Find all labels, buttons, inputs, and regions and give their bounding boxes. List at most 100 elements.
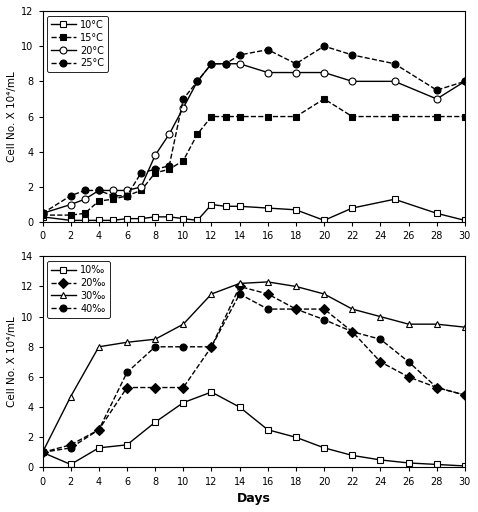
20°C [96,187,102,194]
10°C [293,207,299,213]
10°C [181,216,186,222]
40‰ [68,445,74,451]
30‰ [152,336,158,343]
25°C [82,187,87,194]
25°C [434,87,440,93]
30‰ [124,339,130,345]
20‰ [406,374,412,380]
20°C [138,184,144,190]
X-axis label: Days: Days [237,492,271,505]
30‰ [378,313,383,319]
40‰ [40,450,45,456]
20‰ [293,306,299,312]
15°C [391,114,397,120]
10°C [96,217,102,223]
10‰ [434,461,440,467]
15°C [237,114,242,120]
15°C [166,166,172,173]
15°C [462,114,468,120]
20°C [265,70,271,76]
20°C [124,187,130,194]
20‰ [152,385,158,391]
25°C [40,210,45,217]
10°C [110,217,116,223]
10‰ [293,434,299,440]
25°C [166,163,172,169]
30‰ [237,281,242,287]
10‰ [349,452,355,458]
15°C [181,158,186,164]
20‰ [321,306,327,312]
25°C [110,193,116,199]
30‰ [96,344,102,350]
10°C [208,201,214,207]
10‰ [208,389,214,395]
20°C [293,70,299,76]
20°C [391,78,397,84]
15°C [293,114,299,120]
10‰ [40,450,45,456]
15°C [349,114,355,120]
40‰ [378,336,383,343]
40‰ [406,359,412,365]
10°C [223,203,228,209]
10‰ [406,460,412,466]
10°C [124,216,130,222]
25°C [152,166,158,173]
20°C [152,152,158,158]
40‰ [181,344,186,350]
Line: 15°C: 15°C [39,95,468,219]
20°C [208,60,214,67]
20°C [462,78,468,84]
15°C [110,196,116,202]
15°C [265,114,271,120]
Line: 20°C: 20°C [39,60,468,217]
40‰ [265,306,271,312]
15°C [138,187,144,194]
15°C [152,170,158,176]
20°C [237,60,242,67]
40‰ [152,344,158,350]
20°C [434,96,440,102]
15°C [208,114,214,120]
Legend: 10‰, 20‰, 30‰, 40‰: 10‰, 20‰, 30‰, 40‰ [47,261,109,317]
20‰ [40,450,45,456]
20‰ [181,385,186,391]
40‰ [124,369,130,375]
Line: 30‰: 30‰ [39,279,468,456]
40‰ [462,392,468,398]
25°C [462,78,468,84]
Legend: 10°C, 15°C, 20°C, 25°C: 10°C, 15°C, 20°C, 25°C [47,16,109,72]
40‰ [96,426,102,433]
20°C [195,78,200,84]
20‰ [237,283,242,289]
40‰ [434,385,440,391]
10°C [349,205,355,211]
30‰ [349,306,355,312]
10°C [152,214,158,220]
30‰ [293,283,299,289]
25°C [124,193,130,199]
10‰ [152,419,158,425]
15°C [68,212,74,218]
20‰ [462,392,468,398]
10°C [462,217,468,223]
20‰ [124,385,130,391]
40‰ [208,344,214,350]
30‰ [265,279,271,285]
40‰ [237,291,242,297]
Y-axis label: Cell No. X 10⁴/mL: Cell No. X 10⁴/mL [7,71,17,162]
20°C [166,131,172,137]
25°C [195,78,200,84]
25°C [96,187,102,194]
10°C [321,217,327,223]
25°C [293,60,299,67]
25°C [321,43,327,49]
20‰ [68,442,74,448]
30‰ [181,321,186,327]
10°C [237,203,242,209]
20‰ [265,291,271,297]
30‰ [462,324,468,330]
40‰ [349,329,355,335]
20°C [110,187,116,194]
